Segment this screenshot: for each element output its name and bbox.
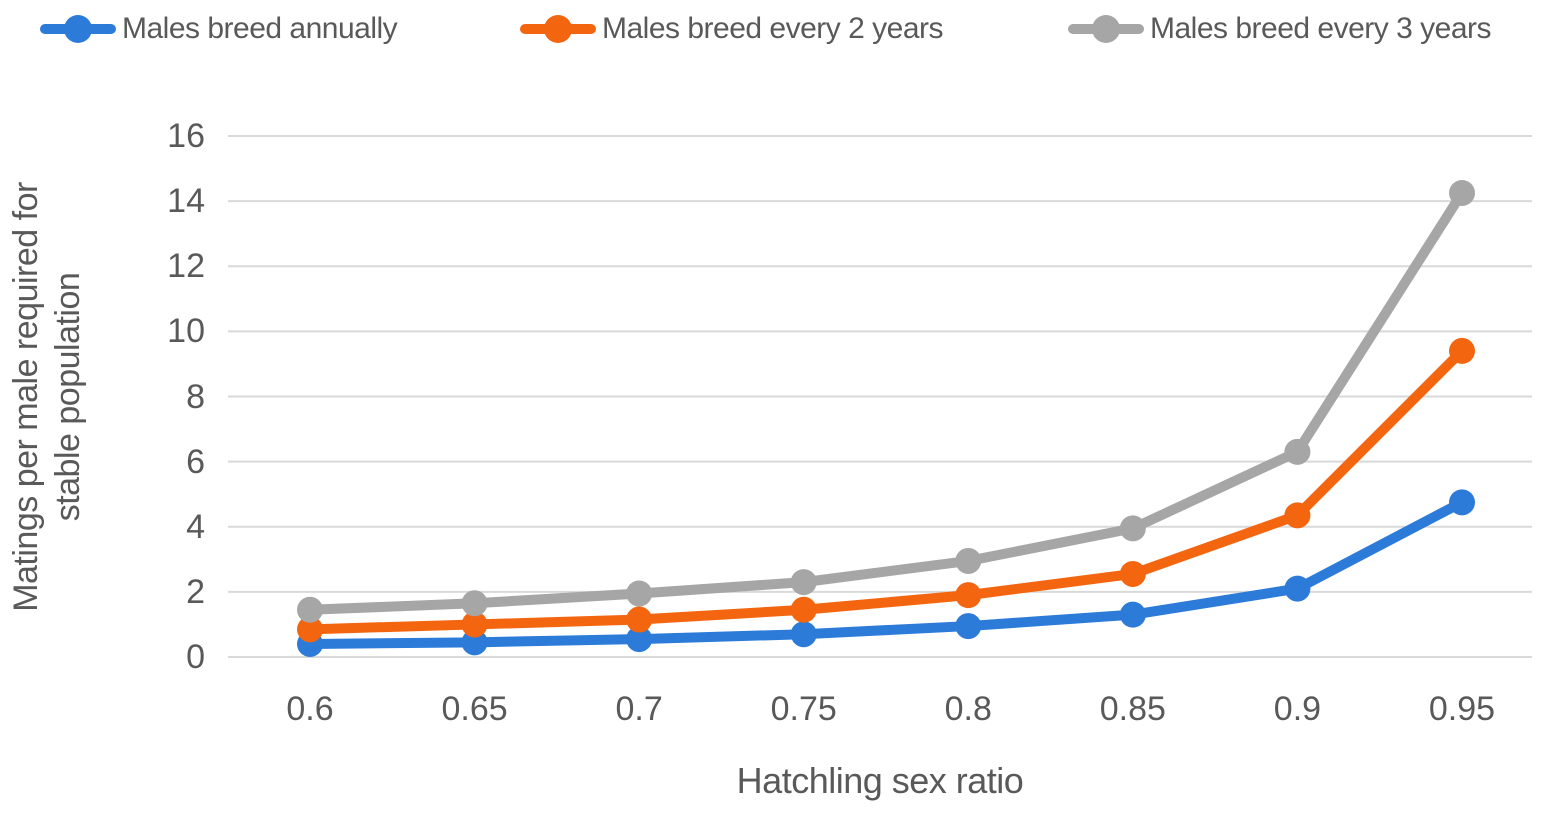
legend-label: Males breed every 3 years (1150, 12, 1492, 45)
legend-label: Males breed annually (122, 12, 398, 45)
x-tick-label: 0.95 (1428, 690, 1496, 728)
x-axis-title: Hatchling sex ratio (736, 760, 1024, 801)
y-tick-label: 2 (186, 572, 205, 611)
chart-legend: Males breed annually Males breed every 2… (0, 6, 1555, 52)
y-tick-label: 14 (167, 182, 205, 221)
data-point-marker (461, 590, 488, 617)
data-point-marker (626, 626, 653, 653)
data-point-marker (1119, 560, 1146, 587)
data-point-marker (1119, 515, 1146, 542)
y-tick-label: 12 (167, 247, 205, 286)
data-point-marker (1284, 575, 1311, 602)
y-tick-label: 16 (167, 117, 205, 155)
x-tick-label: 0.85 (1099, 690, 1166, 728)
data-point-marker (790, 569, 817, 596)
y-tick-label: 10 (167, 312, 205, 351)
y-tick-label: 4 (186, 507, 205, 546)
legend-item-every-3-years: Males breed every 3 years (1068, 6, 1492, 52)
data-point-marker (461, 611, 488, 638)
series-line (305, 345, 1467, 635)
x-tick-label: 0.9 (1273, 690, 1322, 728)
legend-item-every-2-years: Males breed every 2 years (520, 6, 944, 52)
data-point-marker (297, 596, 323, 623)
y-tick-label: 0 (186, 638, 205, 676)
legend-label: Males breed every 2 years (602, 12, 944, 45)
data-point-marker (1448, 337, 1475, 364)
x-tick-label: 0.6 (286, 690, 334, 728)
data-point-marker (955, 613, 982, 640)
data-point-marker (790, 621, 817, 648)
data-point-marker (626, 580, 653, 607)
x-tick-label: 0.75 (770, 690, 837, 728)
y-tick-label: 8 (186, 377, 205, 416)
data-point-marker (1284, 438, 1311, 465)
data-point-marker (297, 616, 323, 643)
data-point-marker (1284, 502, 1311, 529)
data-point-marker (1448, 179, 1475, 206)
y-tick-label: 6 (186, 442, 205, 481)
data-point-marker (1119, 601, 1146, 628)
legend-marker-icon (40, 14, 116, 44)
series-line (305, 497, 1467, 649)
x-tick-label: 0.8 (944, 690, 992, 728)
data-point-marker (626, 606, 653, 633)
data-point-marker (1448, 489, 1475, 516)
x-tick-label: 0.65 (441, 690, 508, 728)
legend-item-annually: Males breed annually (40, 6, 398, 52)
series-line (305, 187, 1467, 615)
legend-marker-icon (520, 14, 596, 44)
x-tick-label: 0.7 (615, 690, 663, 728)
data-point-marker (461, 629, 488, 656)
data-point-marker (955, 582, 982, 609)
data-point-marker (790, 596, 817, 623)
legend-marker-icon (1068, 14, 1144, 44)
data-point-marker (955, 547, 982, 574)
